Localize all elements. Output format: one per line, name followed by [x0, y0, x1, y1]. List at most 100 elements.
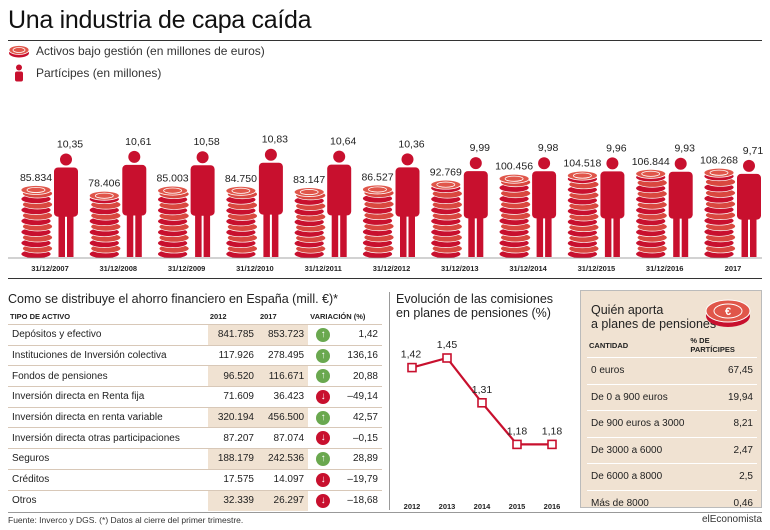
coin-stack-bar [567, 170, 600, 259]
person-bar [122, 150, 147, 257]
year-group: 83.147 10,64 31/12/2011 [293, 136, 356, 273]
x-tick-label: 2012 [404, 502, 421, 511]
assets-data-label: 86.527 [361, 171, 393, 183]
commissions-title-line-2: en planes de pensiones (%) [396, 306, 551, 320]
participants-data-label: 10,35 [57, 139, 83, 151]
commissions-title-line-1: Evolución de las comisiones [396, 292, 554, 306]
year-group: 100.456 9,98 31/12/2014 [495, 142, 558, 273]
table-row: De 0 a 900 euros 19,94 [587, 383, 757, 411]
assets-data-label: 108.268 [700, 155, 738, 167]
value-2017-cell: 14.097 [257, 468, 309, 490]
table-row: De 6000 a 8000 2,5 [587, 463, 757, 490]
person-bar [327, 150, 352, 257]
table-row: 0 euros 67,45 [587, 357, 757, 384]
assets-participants-chart: 85.834 10,35 31/12/2007 78.406 10,61 31/12/20… [8, 134, 763, 273]
coin-stack-bar [20, 185, 53, 259]
asset-type-cell: Depósitos y efectivo [8, 324, 208, 346]
value-2012-cell: 17.575 [207, 468, 258, 490]
variation-cell: 1,42 [338, 324, 382, 346]
variation-arrow-cell: ↓ [308, 427, 339, 449]
arrow-up-icon: ↑ [316, 410, 331, 425]
table-row: Seguros 188.179 242.536 ↑ 28,89 [8, 448, 382, 470]
asset-type-cell: Inversión directa otras participaciones [8, 427, 208, 449]
assets-data-label: 92.769 [430, 167, 462, 179]
x-tick-label: 31/12/2013 [441, 264, 479, 273]
value-2012-cell: 71.609 [207, 386, 258, 408]
value-2012-cell: 117.926 [207, 344, 258, 366]
coin-stack-bar [498, 173, 531, 259]
pension-table-header: CANTIDAD % DE PARTÍCIPES [587, 333, 757, 358]
data-point [477, 398, 487, 408]
value-2017-cell: 116.671 [257, 365, 309, 387]
col-2012: 2012 [209, 312, 227, 321]
brand-logo: elEconomista [701, 514, 762, 525]
variation-arrow-cell: ↑ [308, 448, 339, 470]
value-2017-cell: 87.074 [257, 427, 309, 449]
asset-type-cell: Inversión directa en Renta fija [8, 386, 208, 408]
assets-data-label: 106.844 [632, 156, 670, 168]
pension-contributors-box: Quién aporta a planes de pensiones € CAN… [580, 290, 762, 517]
coin-stack-icon: € [705, 299, 751, 327]
year-group: 108.268 9,71 2017 [700, 145, 763, 273]
pension-box-title: Quién aporta a planes de pensiones [591, 303, 716, 331]
percent-cell: 19,94 [688, 383, 757, 411]
coin-stack-icon [8, 45, 30, 58]
assets-data-label: 85.003 [157, 173, 189, 185]
participants-data-label: 9,96 [606, 142, 627, 154]
col-percent: % DE PARTÍCIPES [690, 336, 735, 354]
column-divider [389, 292, 390, 510]
amount-cell: De 3000 a 6000 [587, 436, 689, 464]
value-2012-cell: 87.207 [207, 427, 258, 449]
arrow-down-icon: ↓ [316, 389, 331, 404]
variation-arrow-cell: ↓ [308, 489, 339, 511]
table-row: Créditos 17.575 14.097 ↓ –19,79 [8, 468, 382, 490]
assets-data-label: 78.406 [88, 178, 120, 190]
coin-stack-bar [635, 168, 668, 259]
coin-stack-bar [88, 190, 122, 259]
x-tick-label: 2014 [474, 502, 492, 511]
assets-data-label: 100.456 [495, 161, 533, 173]
savings-table-title: Como se distribuye el ahorro financiero … [8, 292, 339, 306]
page-title: Una industria de capa caída [8, 6, 312, 34]
x-tick-label: 31/12/2009 [168, 264, 206, 273]
variation-cell: 42,57 [338, 406, 382, 428]
asset-type-cell: Instituciones de Inversión colectiva [8, 344, 208, 366]
participants-data-label: 10,64 [330, 136, 356, 148]
value-2017-cell: 853.723 [257, 324, 309, 346]
x-tick-label: 2017 [725, 264, 742, 273]
participants-data-label: 10,58 [193, 136, 219, 148]
data-point [547, 439, 557, 450]
variation-arrow-cell: ↑ [308, 324, 339, 346]
legend-people-label: Partícipes (en millones) [36, 66, 162, 80]
data-label: 1,18 [542, 425, 563, 437]
percent-cell: 67,45 [688, 357, 757, 384]
value-2017-cell: 242.536 [257, 448, 309, 470]
x-tick-label: 31/12/2012 [373, 264, 411, 273]
participants-data-label: 10,36 [398, 138, 424, 150]
pension-table: CANTIDAD % DE PARTÍCIPES 0 euros 67,45 De … [587, 333, 757, 517]
participants-data-label: 9,98 [538, 142, 559, 154]
amount-cell: 0 euros [587, 357, 689, 384]
arrow-down-icon: ↓ [316, 493, 331, 508]
data-point [512, 439, 522, 450]
variation-arrow-cell: ↓ [308, 468, 339, 490]
person-bar [258, 148, 283, 257]
coin-stack-bar [362, 184, 395, 259]
col-2017: 2017 [259, 312, 277, 321]
col-asset-type: TIPO DE ACTIVO [10, 312, 71, 321]
savings-table-header: TIPO DE ACTIVO 2012 2017 VARIACIÓN (%) [8, 309, 382, 325]
person-bar [190, 151, 215, 257]
person-bar [463, 157, 488, 257]
year-group: 78.406 10,61 31/12/2008 [88, 136, 151, 273]
variation-cell: 20,88 [338, 365, 382, 387]
footer-rule [8, 512, 762, 513]
variation-cell: –19,79 [338, 468, 382, 490]
variation-arrow-cell: ↓ [308, 386, 339, 408]
year-group: 104.518 9,96 31/12/2015 [563, 142, 626, 273]
person-bar [54, 153, 78, 257]
arrow-up-icon: ↑ [316, 348, 331, 363]
data-label: 1,31 [472, 384, 493, 396]
person-bar [395, 153, 420, 257]
asset-type-cell: Seguros [8, 448, 208, 470]
table-row: Instituciones de Inversión colectiva 117.… [8, 344, 382, 366]
